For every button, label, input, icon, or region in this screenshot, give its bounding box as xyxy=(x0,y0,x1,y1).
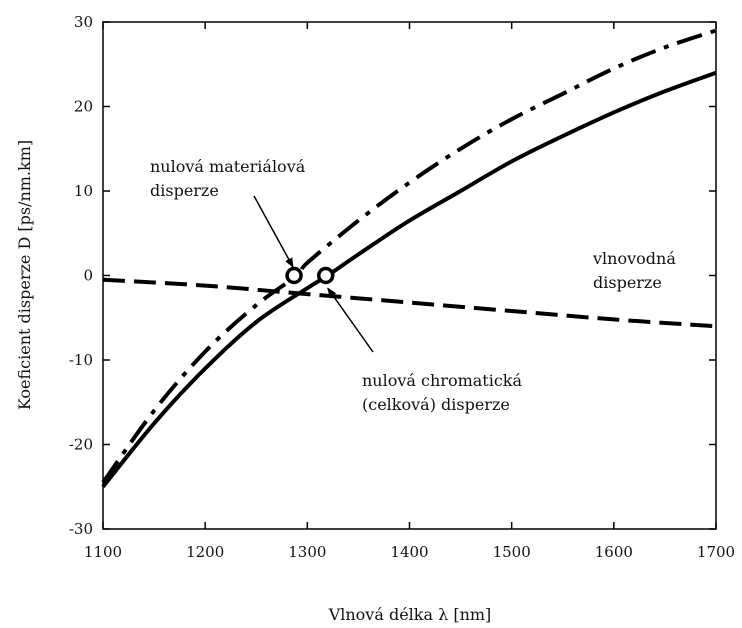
x-tick-label: 1600 xyxy=(595,543,633,561)
y-tick-label: 10 xyxy=(74,182,93,200)
y-tick-label: -20 xyxy=(69,436,93,454)
y-axis-title: Koeficient disperze D [ps/nm.km] xyxy=(15,140,34,410)
x-tick-label: 1100 xyxy=(84,543,122,561)
annotation-arrow xyxy=(253,195,294,268)
y-tick-label: 20 xyxy=(74,98,93,116)
material-zero-label-line: disperze xyxy=(150,181,219,200)
y-tick-label: -30 xyxy=(69,520,93,538)
y-tick-label: 30 xyxy=(74,13,93,31)
x-tick-label: 1500 xyxy=(493,543,531,561)
material-zero-label-line: nulová materiálová xyxy=(150,157,306,176)
annotation-group: nulová materiálová disperze vlnovodná dispe… xyxy=(150,157,676,414)
series-group xyxy=(101,28,717,489)
annotation-arrow xyxy=(327,287,374,353)
x-tick-label: 1700 xyxy=(697,543,735,561)
x-axis-title: Vlnová délka λ [nm] xyxy=(328,605,492,624)
x-tick-label: 1300 xyxy=(288,543,326,561)
arrow-group xyxy=(253,195,374,353)
marker-group xyxy=(285,266,335,285)
y-tick-label: 0 xyxy=(83,267,93,285)
waveguide-label-line: vlnovodná xyxy=(592,249,676,268)
zero-dispersion-marker xyxy=(285,266,303,285)
x-tick-label: 1400 xyxy=(390,543,428,561)
y-tick-label: -10 xyxy=(69,351,93,369)
zero-dispersion-marker xyxy=(316,266,335,285)
material-dispersion-line xyxy=(101,28,717,484)
chromatic-zero-label-line: nulová chromatická xyxy=(362,371,522,390)
waveguide-dispersion-line xyxy=(102,277,717,329)
chromatic-zero-label-line: (celková) disperze xyxy=(362,395,510,414)
total-dispersion-line xyxy=(101,70,717,489)
x-tick-label: 1200 xyxy=(186,543,224,561)
tick-group: 1100 1200 1300 1400 1500 1600 1700 30 20 10 0 -10 -2… xyxy=(69,13,735,561)
waveguide-label-line: disperze xyxy=(593,273,662,292)
